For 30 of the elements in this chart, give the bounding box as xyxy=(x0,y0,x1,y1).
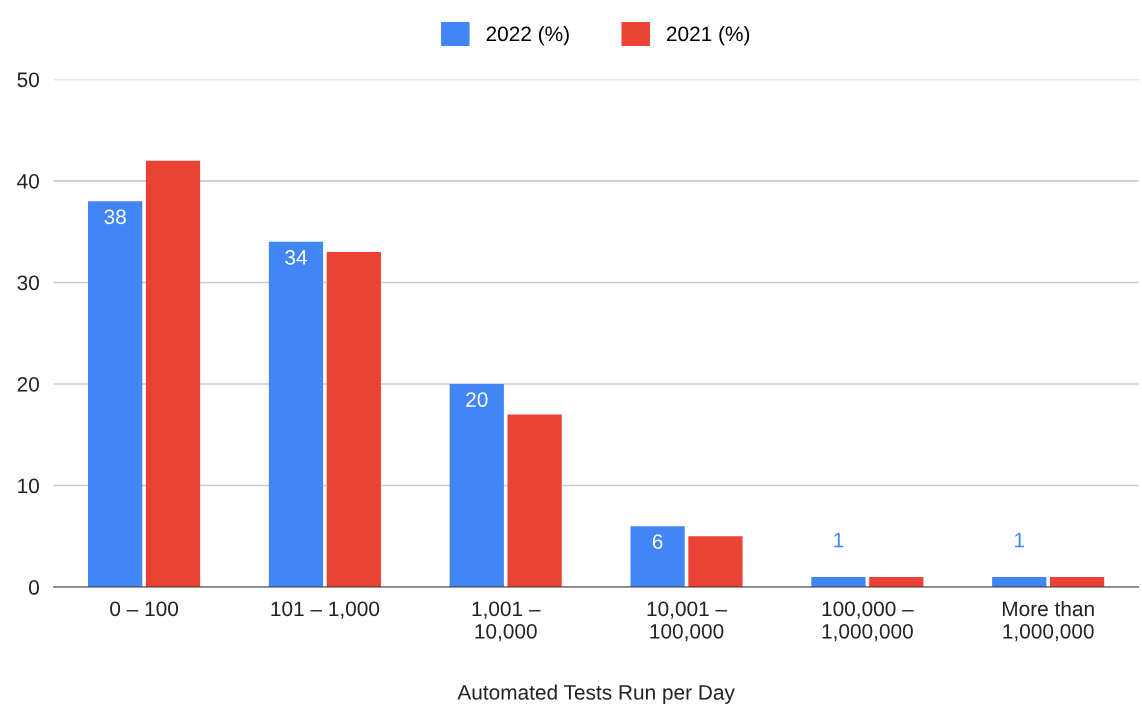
data-label: 34 xyxy=(285,250,307,265)
data-label: 1 xyxy=(834,532,844,548)
x-tick-label: 1,001 – 10,000 xyxy=(472,601,541,642)
bar xyxy=(88,201,143,588)
x-tick-label: 0 – 100 xyxy=(110,601,179,617)
bar xyxy=(630,526,685,588)
data-label: 1 xyxy=(1015,532,1025,548)
y-tick-label: 10 xyxy=(18,478,39,494)
x-tick-label: 100,000 – 1,000,000 xyxy=(822,601,914,642)
bar xyxy=(145,160,201,588)
data-label: 6 xyxy=(652,534,663,550)
bar xyxy=(449,383,504,588)
legend-label: 2021 (%) xyxy=(666,25,750,46)
y-tick-label: 0 xyxy=(29,580,39,595)
bar xyxy=(507,414,562,588)
y-tick-label: 20 xyxy=(17,377,39,392)
y-tick-label: 30 xyxy=(17,275,39,291)
data-label: 20 xyxy=(466,392,488,407)
bar xyxy=(326,252,381,588)
bar xyxy=(268,241,324,588)
bar xyxy=(811,576,866,588)
x-tick-label: 101 – 1,000 xyxy=(271,601,380,619)
legend-label: 2022 (%) xyxy=(486,25,569,46)
data-label: 38 xyxy=(104,209,126,225)
y-tick-label: 40 xyxy=(17,173,39,189)
bar xyxy=(688,536,743,588)
x-tick-label: More than 1,000,000 xyxy=(1002,600,1094,642)
x-axis-title: Automated Tests Run per Day xyxy=(457,684,735,704)
x-tick-label: 10,001 – 100,000 xyxy=(647,601,728,642)
y-tick-label: 50 xyxy=(17,72,39,88)
